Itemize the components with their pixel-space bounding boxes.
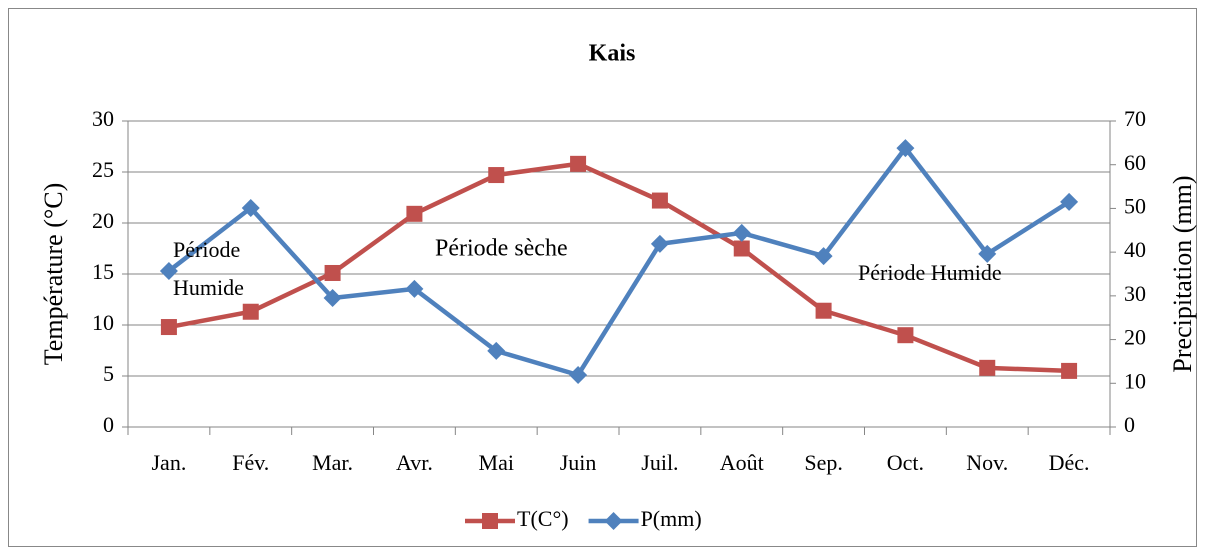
x-tick-label: Mar. (312, 450, 353, 475)
annotation: Humide (173, 275, 244, 300)
point (570, 155, 587, 172)
y2-axis-label: Precipitation (mm) (1168, 175, 1197, 372)
legend-marker (604, 512, 623, 530)
point (814, 247, 833, 266)
y2-tick-label: 40 (1124, 237, 1146, 262)
y-tick-label: 20 (92, 208, 114, 233)
point (732, 223, 751, 242)
point (897, 327, 914, 344)
y2-tick-label: 70 (1124, 106, 1146, 131)
annotation: Période (173, 237, 240, 262)
legend-label: T(C°) (517, 506, 569, 531)
point (488, 167, 505, 184)
x-tick-label: Août (720, 450, 764, 475)
point (1060, 192, 1079, 211)
x-tick-label: Avr. (396, 450, 433, 475)
point (650, 234, 669, 253)
y-tick-label: 0 (103, 412, 114, 437)
point (160, 319, 177, 336)
x-tick-label: Fév. (232, 450, 269, 475)
point (1061, 362, 1078, 379)
point (324, 264, 341, 281)
y-tick-label: 30 (92, 106, 114, 131)
point (159, 261, 178, 280)
y-tick-label: 5 (103, 361, 114, 386)
y2-tick-label: 10 (1124, 368, 1146, 393)
x-tick-label: Mai (479, 450, 514, 475)
y-tick-label: 15 (92, 259, 114, 284)
legend-marker (482, 513, 498, 529)
x-tick-label: Juin (560, 450, 597, 475)
y2-tick-label: 0 (1124, 412, 1135, 437)
point (323, 289, 342, 308)
y2-tick-label: 50 (1124, 193, 1146, 218)
x-tick-label: Jan. (152, 450, 187, 475)
series-line (167, 144, 1071, 378)
legend-label: P(mm) (641, 506, 702, 531)
x-tick-label: Déc. (1049, 450, 1090, 475)
series-line (168, 161, 1070, 374)
point (406, 205, 423, 222)
point (979, 359, 996, 376)
y-tick-label: 25 (92, 157, 114, 182)
y2-tick-label: 20 (1124, 325, 1146, 350)
point (241, 198, 260, 217)
y2-tick-label: 30 (1124, 281, 1146, 306)
point (651, 192, 668, 209)
point (405, 279, 424, 298)
point (815, 302, 832, 319)
x-tick-label: Nov. (966, 450, 1008, 475)
y-tick-label: 10 (92, 310, 114, 335)
y-axis-label: Température (°C) (39, 183, 68, 366)
chart-title: Kais (589, 41, 636, 67)
chart-border (8, 8, 1197, 547)
point (569, 365, 588, 384)
point (733, 240, 750, 257)
point (242, 303, 259, 320)
x-tick-label: Sep. (804, 450, 843, 475)
point (978, 244, 997, 263)
point (487, 341, 506, 360)
x-tick-label: Juil. (641, 450, 678, 475)
x-tick-label: Oct. (887, 450, 924, 475)
y2-tick-label: 60 (1124, 150, 1146, 175)
annotation: Période Humide (858, 260, 1002, 285)
point (896, 139, 915, 158)
annotation: Période sèche (435, 236, 568, 262)
